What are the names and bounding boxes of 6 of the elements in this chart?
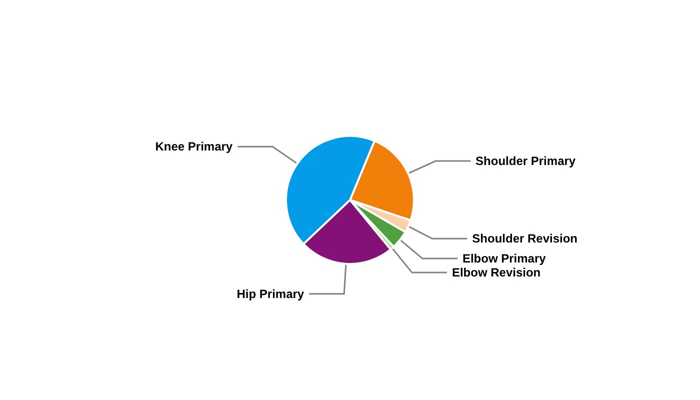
slice-label: Elbow Primary	[462, 252, 546, 266]
slice-label: Shoulder Primary	[476, 154, 576, 168]
slice-label: Elbow Revision	[452, 266, 541, 280]
slice-label: Hip Primary	[236, 286, 304, 301]
slice-label: Knee Primary	[155, 140, 233, 154]
slice-label: Shoulder Revision	[472, 232, 578, 246]
